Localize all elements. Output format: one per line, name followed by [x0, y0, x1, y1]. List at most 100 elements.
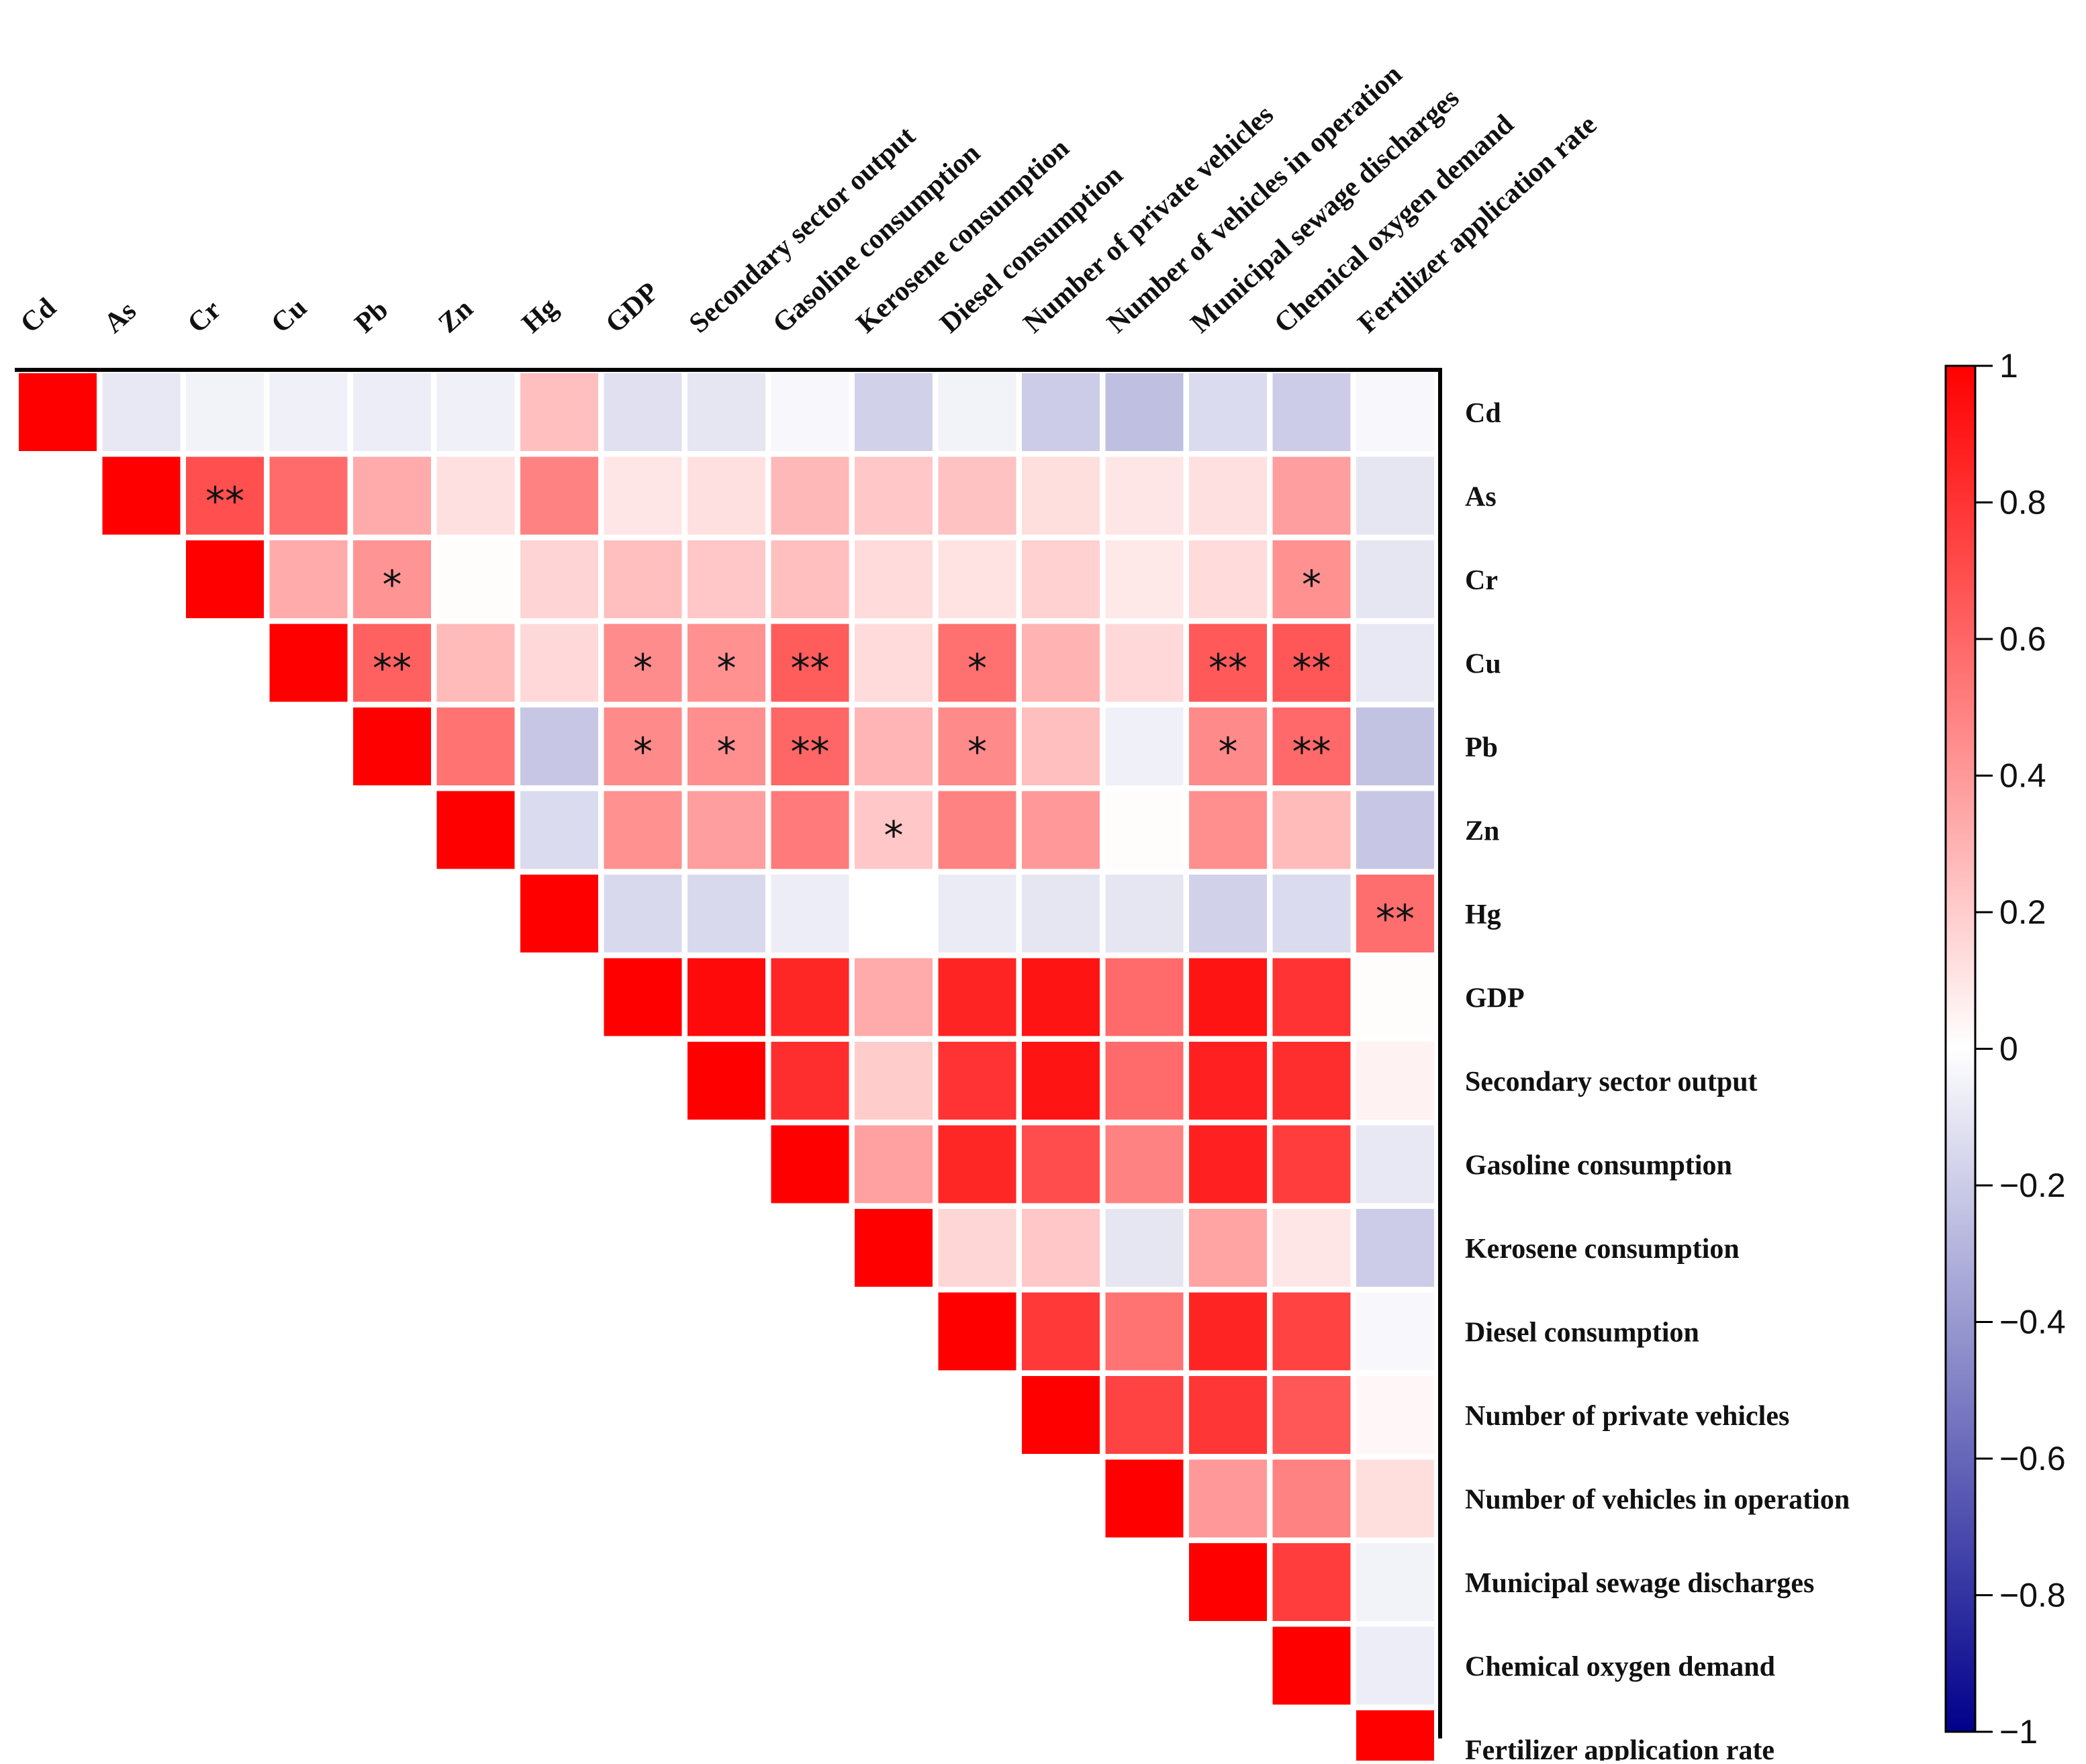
heatmap-cell-kerosene-consumption-kerosene-consumption: [855, 1209, 933, 1287]
heatmap-cell-number-of-vehicles-in-operation-number-of-vehicles-in-operation: [1105, 1459, 1184, 1538]
colorbar-tick-label: −0.4: [1999, 1304, 2066, 1341]
heatmap-cell-number-of-private-vehicles-fertilizer-application-rate: [1356, 1376, 1434, 1454]
heatmap-cell-pb-kerosene-consumption: [855, 707, 933, 785]
heatmap-cell-hg-secondary-sector-output: [688, 875, 765, 952]
heatmap-cell-secondary-sector-output-secondary-sector-output: [688, 1042, 765, 1120]
heatmap-cell-secondary-sector-output-number-of-vehicles-in-operation: [1105, 1042, 1184, 1120]
heatmap-cell-cd-hg: [520, 373, 598, 451]
heatmap-cell-hg-chemical-oxygen-demand: [1272, 875, 1351, 952]
heatmap-cell-as-chemical-oxygen-demand: [1272, 456, 1351, 535]
significance-mark-cu-diesel-consumption: *: [967, 646, 987, 691]
heatmap-cell-cr-diesel-consumption: [938, 540, 1016, 618]
heatmap-cell-cr-cu: [269, 540, 348, 618]
colorbar: 1 0.8 0.6 0.4 0.2 0 −0.2 −0.4 −0.6 −0.8 −1: [1944, 347, 2066, 1751]
heatmap-cell-secondary-sector-output-diesel-consumption: [938, 1042, 1016, 1120]
heatmap-cell-gasoline-consumption-gasoline-consumption: [771, 1125, 849, 1204]
row-label-fertilizer-application-rate: Fertilizer application rate: [1465, 1735, 1774, 1761]
heatmap-cell-number-of-vehicles-in-operation-fertilizer-application-rate: [1356, 1459, 1434, 1538]
row-label-zn: Zn: [1465, 816, 1499, 847]
heatmap-cell-cd-zn: [436, 373, 515, 451]
heatmap-cell-cr-number-of-vehicles-in-operation: [1105, 540, 1184, 618]
row-label-municipal-sewage-discharges: Municipal sewage discharges: [1465, 1568, 1814, 1599]
heatmap-cell-number-of-private-vehicles-number-of-private-vehicles: [1022, 1376, 1100, 1454]
heatmap-cell-as-number-of-private-vehicles: [1022, 456, 1100, 535]
heatmap-cell-as-pb: [353, 456, 431, 535]
heatmap-cell-kerosene-consumption-municipal-sewage-discharges: [1189, 1209, 1267, 1287]
heatmap-cell-pb-number-of-vehicles-in-operation: [1105, 707, 1184, 785]
heatmap-cell-as-diesel-consumption: [938, 456, 1016, 535]
heatmap-cell-diesel-consumption-municipal-sewage-discharges: [1189, 1292, 1267, 1371]
column-label-cr: Cr: [182, 294, 227, 339]
row-label-cu: Cu: [1465, 649, 1501, 680]
heatmap-cell-gasoline-consumption-number-of-vehicles-in-operation: [1105, 1125, 1184, 1204]
heatmap-cell-gdp-secondary-sector-output: [688, 958, 765, 1036]
heatmap-cell-cu-pb: [353, 624, 431, 702]
colorbar-tick-label: −0.6: [1999, 1440, 2066, 1477]
heatmap-cell-secondary-sector-output-kerosene-consumption: [855, 1042, 933, 1120]
heatmap-cell-gdp-chemical-oxygen-demand: [1272, 958, 1351, 1036]
heatmap-cell-hg-kerosene-consumption: [855, 875, 933, 952]
row-labels: Cd As Cr Cu Pb Zn Hg GDP Secondary sector output…: [1465, 398, 1850, 1764]
heatmap-cell-cu-number-of-vehicles-in-operation: [1105, 624, 1184, 702]
heatmap-cell-kerosene-consumption-number-of-vehicles-in-operation: [1105, 1209, 1184, 1287]
heatmap-cells: [19, 373, 1434, 1764]
heatmap-cell-hg-gdp: [604, 875, 682, 952]
heatmap-cell-zn-secondary-sector-output: [688, 791, 765, 869]
heatmap-cell-as-hg: [520, 456, 598, 535]
heatmap-cell-cd-chemical-oxygen-demand: [1272, 373, 1351, 451]
significance-mark-cr-chemical-oxygen-demand: *: [1302, 562, 1321, 607]
heatmap-cell-cu-zn: [436, 624, 515, 702]
heatmap-cell-gasoline-consumption-diesel-consumption: [938, 1125, 1016, 1204]
column-label-cu: Cu: [265, 292, 313, 339]
heatmap-cell-diesel-consumption-diesel-consumption: [938, 1292, 1016, 1371]
heatmap-cell-cu-municipal-sewage-discharges: [1189, 624, 1267, 702]
heatmap-cell-zn-gasoline-consumption: [771, 791, 849, 869]
row-label-number-of-private-vehicles: Number of private vehicles: [1465, 1401, 1789, 1432]
column-labels: Cd As Cr Cu Pb Zn Hg GDP Secondary sector output…: [15, 59, 1603, 340]
heatmap-cell-kerosene-consumption-number-of-private-vehicles: [1022, 1209, 1100, 1287]
significance-mark-pb-municipal-sewage-discharges: *: [1219, 729, 1238, 775]
heatmap-cell-cu-gdp: [604, 624, 682, 702]
colorbar-tick-label: 0.6: [1999, 620, 2046, 658]
heatmap-cell-zn-chemical-oxygen-demand: [1272, 791, 1351, 869]
heatmap-cell-cr-zn: [436, 540, 515, 618]
heatmap-cell-gdp-number-of-private-vehicles: [1022, 958, 1100, 1036]
heatmap-cell-cu-chemical-oxygen-demand: [1272, 624, 1351, 702]
row-label-pb: Pb: [1465, 732, 1498, 763]
heatmap-cell-as-gdp: [604, 456, 682, 535]
heatmap-cell-cr-municipal-sewage-discharges: [1189, 540, 1267, 618]
column-label-hg: Hg: [516, 292, 564, 339]
heatmap-cell-number-of-private-vehicles-number-of-vehicles-in-operation: [1105, 1376, 1184, 1454]
heatmap-cell-cr-gasoline-consumption: [771, 540, 849, 618]
heatmap-cell-gdp-gdp: [604, 958, 682, 1036]
heatmap-cell-cd-cr: [186, 373, 264, 451]
heatmap-cell-pb-diesel-consumption: [938, 707, 1016, 785]
row-label-kerosene-consumption: Kerosene consumption: [1465, 1234, 1740, 1265]
heatmap-cell-hg-number-of-vehicles-in-operation: [1105, 875, 1184, 952]
heatmap-cell-cr-fertilizer-application-rate: [1356, 540, 1434, 618]
heatmap-cell-zn-diesel-consumption: [938, 791, 1016, 869]
heatmap-cell-cd-gasoline-consumption: [771, 373, 849, 451]
heatmap-cell-cr-kerosene-consumption: [855, 540, 933, 618]
colorbar-tick-label: −0.2: [1999, 1167, 2066, 1204]
heatmap-cell-pb-chemical-oxygen-demand: [1272, 707, 1351, 785]
significance-mark-cu-secondary-sector-output: *: [717, 646, 737, 691]
heatmap-cell-zn-municipal-sewage-discharges: [1189, 791, 1267, 869]
heatmap-cell-secondary-sector-output-chemical-oxygen-demand: [1272, 1042, 1351, 1120]
significance-mark-cu-municipal-sewage-discharges: **: [1208, 646, 1247, 691]
heatmap-cell-as-municipal-sewage-discharges: [1189, 456, 1267, 535]
colorbar-tick-label: 0: [1999, 1030, 2018, 1068]
heatmap-cell-fertilizer-application-rate-fertilizer-application-rate: [1356, 1710, 1434, 1764]
heatmap-cell-cu-kerosene-consumption: [855, 624, 933, 702]
heatmap-cell-gasoline-consumption-fertilizer-application-rate: [1356, 1125, 1434, 1204]
heatmap-cell-as-fertilizer-application-rate: [1356, 456, 1434, 535]
heatmap-cell-cr-hg: [520, 540, 598, 618]
heatmap-cell-hg-number-of-private-vehicles: [1022, 875, 1100, 952]
heatmap-cell-cu-gasoline-consumption: [771, 624, 849, 702]
heatmap-cell-cu-diesel-consumption: [938, 624, 1016, 702]
heatmap-cell-cd-gdp: [604, 373, 682, 451]
heatmap-cell-hg-municipal-sewage-discharges: [1189, 875, 1267, 952]
significance-mark-cu-gdp: *: [633, 646, 653, 691]
heatmap-cell-cd-kerosene-consumption: [855, 373, 933, 451]
heatmap-cell-number-of-vehicles-in-operation-chemical-oxygen-demand: [1272, 1459, 1351, 1538]
